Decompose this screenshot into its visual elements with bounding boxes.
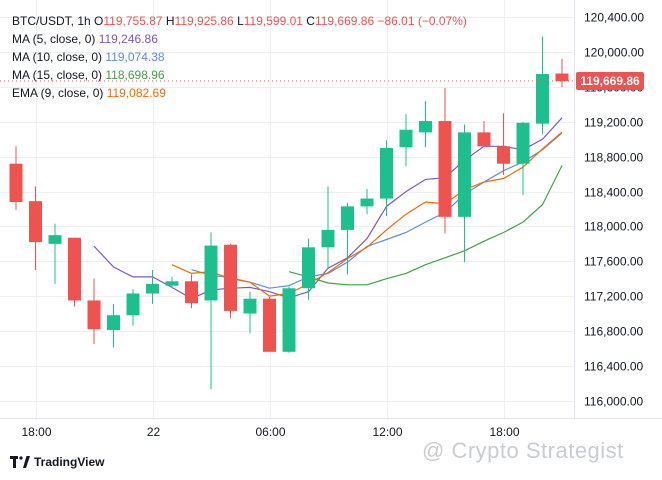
close-key: C	[306, 14, 315, 28]
indicator-ma15[interactable]: MA (15, close, 0) 118,698.96	[12, 66, 467, 84]
candle-down	[555, 73, 569, 81]
tradingview-logo-icon	[10, 456, 30, 468]
candle-up	[321, 229, 335, 248]
price-tick-label: 120,000.00	[584, 46, 644, 60]
candle-up	[341, 206, 354, 230]
indicator-ma5[interactable]: MA (5, close, 0) 119,246.86	[12, 30, 467, 48]
close-value: 119,669.86	[314, 14, 375, 28]
last-price-tag: 119,669.86	[576, 71, 644, 90]
time-tick-label: 12:00	[372, 425, 402, 439]
indicator-value: 119,082.69	[106, 86, 166, 100]
price-axis[interactable]: 120,400.00120,000.00119,600.00119,200.00…	[584, 11, 644, 409]
candle-up	[165, 281, 179, 286]
tradingview-brand[interactable]: TradingView	[10, 455, 104, 469]
time-axis[interactable]: 18:00 22 06:00 12:00 18:00	[21, 425, 519, 439]
brand-label: TradingView	[34, 455, 105, 469]
candle-down	[438, 121, 452, 217]
candle-up	[360, 198, 374, 207]
price-tick-label: 117,600.00	[584, 255, 643, 269]
candle-up	[126, 293, 140, 316]
candle-down	[87, 300, 101, 330]
indicator-label: MA (10, close, 0)	[12, 50, 103, 64]
price-tick-label: 116,400.00	[584, 360, 643, 374]
price-tick-label: 120,400.00	[584, 11, 644, 25]
legend: BTC/USDT, 1h O119,755.87 H119,925.86 L11…	[12, 12, 467, 102]
indicator-label: MA (5, close, 0)	[12, 32, 96, 46]
candle-up	[516, 122, 530, 164]
candle-down	[263, 298, 276, 352]
indicator-ema9[interactable]: EMA (9, close, 0) 119,082.69	[12, 84, 467, 102]
candle-down	[185, 281, 198, 304]
indicator-label: MA (15, close, 0)	[12, 68, 103, 82]
time-tick-label: 18:00	[489, 425, 519, 439]
indicator-ma10[interactable]: MA (10, close, 0) 119,074.38	[12, 48, 467, 66]
time-tick-label: 18:00	[21, 425, 51, 439]
price-tick-label: 118,800.00	[584, 151, 643, 165]
last-price-label: 119,669.86	[580, 74, 640, 88]
change-value: −86.01 (−0.07%)	[377, 14, 467, 28]
candles	[9, 36, 569, 390]
indicator-label: EMA (9, close, 0)	[12, 86, 104, 100]
ma-line	[191, 132, 563, 289]
candle-down	[224, 244, 237, 311]
candle-up	[380, 148, 393, 199]
candle-up	[302, 247, 315, 289]
candle-up	[204, 245, 218, 301]
high-value: 119,925.86	[174, 14, 234, 28]
candle-down	[477, 132, 491, 147]
price-tick-label: 118,000.00	[584, 220, 643, 234]
indicator-value: 119,246.86	[98, 32, 158, 46]
price-tick-label: 116,800.00	[584, 325, 643, 339]
candle-up	[282, 288, 296, 352]
candle-up	[48, 235, 62, 244]
time-tick-label: 06:00	[255, 425, 285, 439]
candle-up	[536, 74, 549, 124]
low-value: 119,599.01	[243, 14, 303, 28]
candle-up	[419, 121, 432, 133]
candle-down	[68, 237, 81, 301]
time-tick-label: 22	[147, 425, 161, 439]
watermark: @ Crypto Strategist	[422, 438, 624, 463]
open-key: O	[94, 14, 104, 28]
candle-up	[399, 129, 413, 148]
open-value: 119,755.87	[103, 14, 163, 28]
candle-up	[107, 315, 120, 331]
indicator-value: 118,698.96	[105, 68, 165, 82]
low-key: L	[237, 14, 244, 28]
candle-up	[458, 132, 471, 217]
candle-up	[146, 283, 159, 294]
ma-line	[288, 165, 563, 286]
high-key: H	[165, 14, 175, 28]
candle-up	[243, 298, 257, 314]
price-tick-label: 117,200.00	[584, 290, 643, 304]
ohlc-header: BTC/USDT, 1h O119,755.87 H119,925.86 L11…	[12, 12, 467, 30]
indicator-value: 119,074.38	[105, 50, 165, 64]
price-tick-label: 119,200.00	[584, 116, 643, 130]
candle-down	[9, 163, 23, 203]
price-tick-label: 116,000.00	[584, 395, 643, 409]
symbol-label[interactable]: BTC/USDT, 1h	[12, 14, 91, 28]
candle-down	[29, 201, 42, 243]
price-tick-label: 118,400.00	[584, 186, 643, 200]
candle-down	[497, 146, 510, 164]
